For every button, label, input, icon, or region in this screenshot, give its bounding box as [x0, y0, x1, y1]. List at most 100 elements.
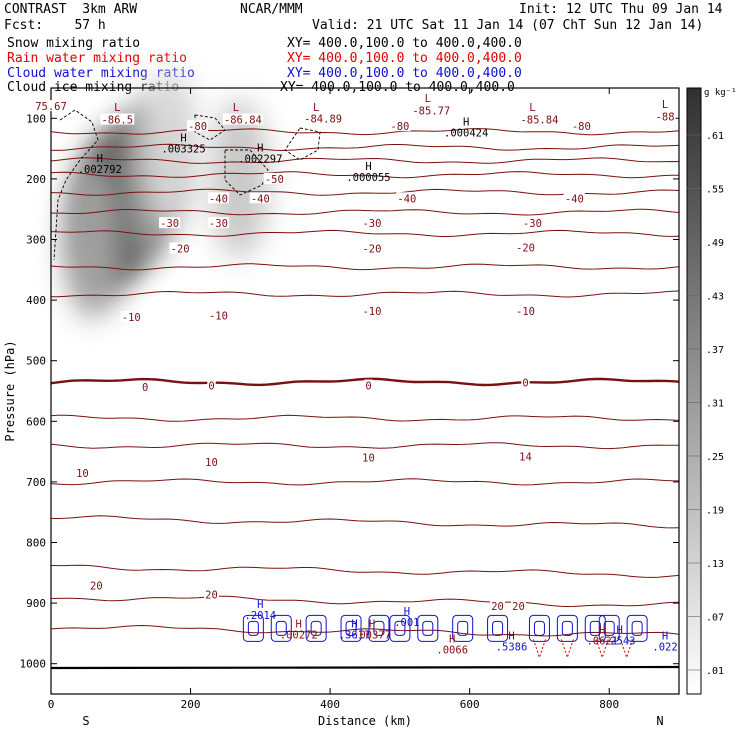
x-end-label-left: S	[82, 714, 89, 728]
extremum-value-10: .000424	[444, 128, 488, 140]
contour-label-bg-18	[521, 217, 544, 229]
extremum-symbol-8: H	[257, 143, 263, 155]
contour-label-bg-7	[186, 120, 209, 132]
contour-label-15: -30	[160, 218, 179, 230]
cloud-water-inner-6	[422, 620, 434, 636]
contour-label-bg-14	[563, 192, 585, 204]
contour-label-bg-11	[207, 192, 230, 204]
contour-label-bg-6	[34, 100, 68, 112]
field-xy-cloud-water: XY= 400.0,100.0 to 400.0,400.0	[287, 66, 522, 81]
isotherm--30	[51, 208, 680, 216]
extremum-symbol-7: H	[180, 132, 186, 144]
contour-label-8: -80	[390, 121, 409, 133]
isotherm-25	[50, 564, 680, 578]
isotherm--20	[50, 229, 680, 237]
extremum-value-9: .000055	[346, 172, 390, 184]
extremum-symbol-4: L	[529, 102, 535, 114]
contour-label-bg-30	[75, 466, 90, 478]
contour-label-bg-33	[518, 450, 533, 462]
cloud-water-contour-4	[368, 614, 390, 642]
extremum-value-13: .3617	[339, 629, 371, 641]
extremum-symbol-18: H	[599, 624, 605, 636]
contour-label-9: -80	[572, 121, 591, 133]
contour-label-bg-19	[169, 242, 191, 254]
contour-label-bg-20	[361, 242, 383, 254]
contour-label-bg-5	[654, 110, 676, 122]
extremum-value-15: .001	[394, 617, 419, 629]
isotherm--70	[50, 143, 680, 152]
cloud-water-contour-7	[452, 614, 474, 642]
x-tick-label-600: 600	[460, 698, 480, 711]
isotherm--80	[50, 128, 680, 136]
x-end-label-right: N	[656, 714, 663, 728]
contour-label-0: -86.5	[101, 115, 133, 127]
contour-label-19: -20	[171, 244, 190, 256]
extremum-symbol-12: H	[296, 618, 302, 630]
isotherm-0	[50, 377, 680, 387]
extremum-symbol-9: H	[365, 161, 371, 173]
field-xy-rain: XY= 400.0,100.0 to 400.0,400.0	[287, 51, 522, 66]
contour-label-5: -88	[656, 111, 675, 123]
extremum-symbol-6: H	[97, 153, 103, 165]
colorbar-tick-6: .37	[706, 345, 724, 356]
cloud-water-contour-11	[584, 614, 606, 642]
y-tick-label-600: 600	[26, 415, 46, 428]
contour-label-13: -40	[397, 193, 416, 205]
contour-label-35: 20	[205, 590, 218, 602]
cloud-water-contour-5	[389, 614, 411, 642]
extremum-symbol-16: H	[449, 633, 455, 645]
isotherm-20	[50, 515, 680, 529]
rain-contour-0	[532, 639, 546, 660]
cloud-water-contour-1	[270, 614, 292, 642]
colorbar-tick-5: .31	[706, 399, 724, 410]
cloud-water-contour-0	[242, 614, 264, 642]
contour-label-bg-3	[411, 104, 452, 116]
x-tick-label-800: 800	[599, 698, 619, 711]
x-axis-label: Distance (km)	[318, 714, 412, 728]
x-tick-label-200: 200	[181, 698, 201, 711]
cloud-water-contour-10	[556, 614, 578, 642]
isotherm--10	[50, 263, 680, 271]
contour-label-bg-1	[222, 113, 264, 125]
colorbar-tick-0: .01	[706, 666, 724, 677]
isotherm--5	[51, 290, 680, 298]
cloud-water-contour-2	[305, 614, 327, 642]
contour-label-bg-10	[263, 172, 285, 184]
cloud-water-inner-8	[492, 620, 504, 636]
valid-time: Valid: 21 UTC Sat 11 Jan 14 (07 ChT Sun …	[312, 18, 704, 33]
y-tick-label-1000: 1000	[20, 658, 47, 671]
contour-label-bg-23	[207, 309, 230, 321]
isotherm--60	[50, 157, 680, 164]
contour-label-bg-0	[100, 113, 135, 125]
colorbar-tick-8: .49	[706, 238, 724, 249]
extremum-symbol-11: H	[257, 599, 263, 611]
contour-label-bg-17	[361, 217, 383, 229]
extremum-value-16: .0066	[436, 644, 468, 656]
cloud-water-inner-9	[533, 620, 545, 636]
colorbar-ramp	[686, 87, 702, 695]
plot-frame	[50, 87, 680, 695]
contour-labels: -86.5 -86.84 -84.89 -85.77 -85.84 -88 75.67 -80…	[34, 100, 676, 613]
cloud-water-contour-12	[598, 614, 620, 642]
extremum-value-17: .5386	[496, 641, 528, 653]
field-xy-snow: XY= 400.0,100.0 to 400.0,400.0	[287, 36, 522, 51]
cloud-ice-contour-1	[194, 114, 226, 141]
y-tick-label-800: 800	[26, 537, 46, 550]
contour-label-bg-27	[207, 379, 216, 391]
cloud-water-inner-3	[345, 620, 357, 636]
x-tick-label-400: 400	[320, 698, 340, 711]
isotherm-30	[51, 595, 680, 608]
contour-label-14: -40	[565, 193, 584, 205]
extremum-symbol-19: H	[617, 624, 623, 636]
center-title: NCAR/MMM	[240, 2, 303, 17]
extremum-symbol-5: L	[662, 99, 668, 111]
cloud-ice-contour-0	[53, 109, 99, 261]
cloud-water-contour-6	[417, 614, 439, 642]
contour-label-23: -10	[209, 310, 228, 322]
contour-label-20: -20	[362, 244, 381, 256]
contour-label-bg-12	[249, 192, 271, 204]
left-title: CONTRAST 3km ARW	[4, 2, 138, 17]
cloud-ice-contours	[53, 109, 321, 261]
extremum-value-6: .002792	[78, 164, 122, 176]
